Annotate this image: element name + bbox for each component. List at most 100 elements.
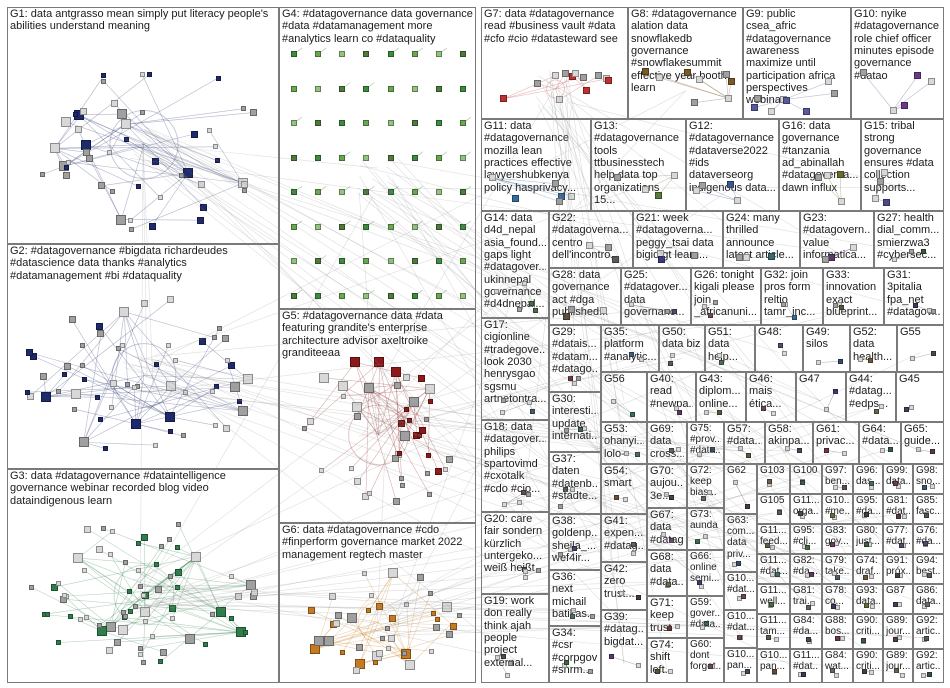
node (611, 398, 617, 404)
group-box-g63: G63: com... data priv... (724, 514, 757, 572)
node (141, 533, 149, 541)
cluster-edges-g11f (768, 636, 777, 641)
node (809, 601, 815, 607)
cluster-edges-g90b (864, 670, 872, 673)
group-box-g91: G91: próx... (883, 554, 913, 584)
group-box-g50: G50: data biz (659, 325, 705, 372)
cluster-edges-g86 (924, 603, 928, 607)
node (120, 119, 131, 130)
group-label-g87: G87 (886, 585, 905, 596)
node (128, 608, 134, 614)
node (210, 388, 216, 394)
node (557, 551, 563, 557)
node (767, 478, 773, 484)
node (525, 491, 531, 497)
node (921, 484, 927, 490)
node (921, 249, 927, 255)
node (411, 51, 418, 57)
node (782, 350, 788, 356)
node (702, 304, 708, 310)
group-label-g61: G61: privac... (816, 423, 855, 448)
node (564, 659, 570, 665)
node (178, 173, 184, 179)
node (600, 306, 608, 314)
group-box-g43: G43: diplom... online... (696, 372, 746, 422)
node (838, 304, 844, 310)
group-box-g95b: G95: #cli... (790, 524, 822, 554)
node (913, 302, 919, 308)
group-box-g49: G49: silos (803, 325, 850, 372)
node (727, 180, 735, 188)
node (697, 579, 702, 585)
node (500, 397, 506, 403)
node (880, 169, 888, 177)
node (630, 550, 636, 556)
node (291, 85, 297, 92)
group-box-g89b: G89: jour... (883, 649, 913, 683)
node (623, 496, 628, 502)
node (107, 150, 113, 155)
node (732, 480, 738, 486)
node (67, 614, 73, 620)
group-box-g6: G6: data #datagovernance #cdo #finperfor… (279, 523, 476, 683)
node (583, 86, 591, 94)
node (667, 361, 673, 367)
group-box-g17: G17: cigionline #tradegove... look 2030 … (481, 318, 549, 420)
node (667, 626, 673, 632)
group-box-g81: G81: #dat... (883, 494, 913, 524)
node (215, 606, 226, 617)
group-box-g8: G8: #datagovernance alation data snowfla… (628, 7, 743, 119)
node (376, 602, 384, 610)
node (150, 634, 156, 640)
node (324, 635, 335, 646)
node (68, 316, 76, 324)
group-box-g98: G98: sno... (913, 464, 944, 494)
node (124, 137, 129, 143)
group-label-g11c: G11... feed... (760, 525, 787, 548)
node (190, 130, 198, 138)
cluster-edges-g40 (675, 408, 680, 413)
node (174, 584, 180, 590)
group-box-g85: G85: fasc... (913, 494, 944, 524)
node (430, 611, 436, 617)
cluster-edges-g74b (657, 670, 671, 673)
node (922, 572, 928, 578)
node (158, 659, 164, 665)
group-box-g24: G24: many thrilled announce latest artic… (723, 211, 800, 268)
group-label-g98: G98: sno... (916, 465, 941, 488)
cluster-edges-g11e (770, 604, 772, 606)
group-label-g46: G46: mais ética... (749, 373, 782, 410)
cluster-edges-g92 (924, 638, 927, 641)
node (98, 182, 106, 190)
cluster-edges-g3 (31, 524, 255, 663)
group-label-g79: G79: take... (825, 555, 850, 578)
node (630, 411, 636, 417)
node (432, 623, 440, 631)
group-box-g89: G89: jour... (883, 614, 913, 649)
node (837, 358, 843, 364)
group-box-g72: G72: keep bias... (687, 464, 724, 508)
node (424, 383, 435, 394)
group-box-g65: G65: guide... (901, 422, 944, 464)
node (611, 256, 619, 264)
node (580, 73, 588, 81)
node (214, 384, 220, 390)
node (212, 335, 218, 341)
group-label-g25: G25: #datagover... data governanc... (624, 269, 688, 318)
node (137, 583, 143, 589)
node (435, 223, 442, 230)
node (488, 174, 496, 182)
node (435, 154, 442, 161)
node (683, 68, 691, 76)
node (774, 572, 780, 578)
node (427, 492, 433, 498)
node (587, 668, 593, 674)
node (315, 154, 322, 161)
node (384, 626, 390, 632)
group-box-g58: G58: akinpa... (765, 422, 813, 464)
node (571, 545, 577, 551)
group-box-g51: G51: data help... (705, 325, 755, 372)
cluster-edges-g31 (915, 305, 934, 312)
node (387, 51, 394, 57)
node (511, 194, 519, 202)
